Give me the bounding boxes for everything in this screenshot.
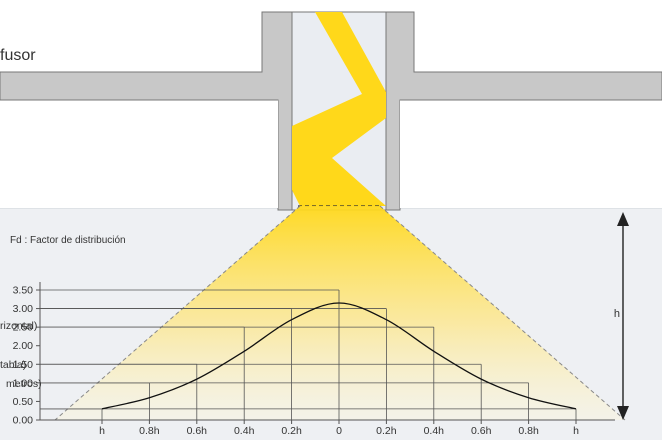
- height-arrow: [617, 212, 629, 420]
- x-tick-label: 0.6h: [471, 425, 492, 437]
- left-ceiling-void: [0, 100, 278, 208]
- y-tick-label: 2.50: [13, 322, 34, 334]
- x-tick-label: 0.2h: [281, 425, 302, 437]
- x-tick-label: 0.8h: [518, 425, 539, 437]
- y-tick-label: 2.00: [13, 340, 34, 352]
- distribution-curve: [101, 302, 577, 410]
- y-tick-label: 3.50: [13, 285, 34, 297]
- y-tick-label: 1.00: [13, 377, 34, 389]
- cone-edge-left: [54, 205, 301, 421]
- y-tick-label: 3.00: [13, 303, 34, 315]
- left-fragment-2: tabla): [0, 359, 26, 371]
- y-tick-label: 0.50: [13, 396, 34, 408]
- x-tick-label: 0.2h: [376, 425, 397, 437]
- y-tick-label: 0.00: [13, 415, 34, 427]
- distribution-factor-label: Fd : Factor de distribución: [10, 235, 126, 246]
- x-tick-label: 0.8h: [139, 425, 160, 437]
- x-tick-label: h: [99, 425, 105, 437]
- x-tick-label: 0: [336, 425, 342, 437]
- x-tick-label: 0.6h: [187, 425, 208, 437]
- light-beam: [292, 12, 386, 206]
- right-ceiling-void: [400, 100, 662, 208]
- x-tick-label: 0.4h: [234, 425, 255, 437]
- distribution-chart: 0.00 0.50 1.00 1.50 2.00 2.50 3.00 3.50 h 0.8h 0.6…: [13, 282, 615, 437]
- diffuser-label: fusor: [0, 47, 36, 64]
- x-tick-label: h: [573, 425, 579, 437]
- x-tick-label: 0.4h: [424, 425, 445, 437]
- height-label: h: [614, 308, 620, 320]
- y-tick-label: 1.50: [13, 359, 34, 371]
- left-fragment-3: metros): [6, 378, 42, 390]
- left-fragment-1: rizontal): [0, 320, 37, 332]
- cone-edge-right: [379, 205, 626, 421]
- light-cone: [55, 206, 625, 420]
